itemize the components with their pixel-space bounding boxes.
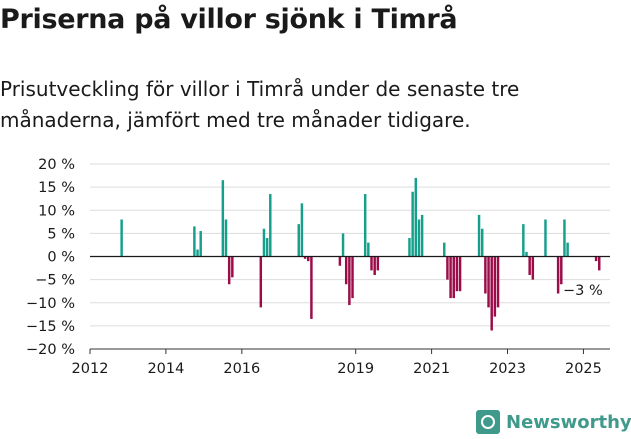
bar-positive — [196, 249, 199, 257]
bar-positive — [563, 219, 566, 257]
bar-positive — [522, 224, 525, 257]
bar-positive — [199, 231, 202, 257]
bar-negative — [490, 256, 493, 331]
bar-negative — [338, 256, 342, 266]
bar-positive — [224, 219, 228, 257]
bar-positive — [221, 180, 225, 257]
bar-positive — [363, 194, 367, 257]
bar-positive — [480, 228, 484, 257]
newsworthy-logo-icon — [476, 410, 500, 434]
bar-positive — [525, 251, 528, 257]
bar-positive — [411, 191, 414, 257]
bar-positive — [477, 214, 481, 257]
bar-negative — [594, 256, 598, 262]
bar-negative — [452, 256, 455, 299]
bar-negative — [493, 256, 497, 317]
bar-negative — [487, 256, 490, 308]
bar-negative — [560, 256, 563, 285]
bar-negative — [259, 256, 263, 308]
y-tick-label: 0 % — [47, 250, 75, 266]
bar-negative — [231, 256, 234, 278]
bar-positive — [367, 242, 370, 257]
x-tick-label: 2021 — [413, 361, 450, 377]
bar-positive — [544, 219, 547, 257]
x-tick-label: 2023 — [489, 361, 526, 377]
bar-negative — [446, 256, 449, 280]
x-axis-ticks: 2012 2014 2016 2019 2021 2023 2025 — [72, 349, 602, 377]
bar-positive — [262, 228, 266, 257]
latest-value-label: −3 % — [563, 283, 603, 299]
bar-positive — [193, 226, 196, 257]
bar-negative — [310, 256, 313, 319]
bar-chart: −20 % −15 % −10 % −5 % 0 % 5 % 10 % 15 % 20 % 20… — [26, 157, 610, 377]
bar-negative — [528, 256, 531, 275]
x-tick-label: 2014 — [147, 361, 184, 377]
bar-positive — [300, 203, 304, 257]
y-tick-label: −10 % — [26, 296, 75, 312]
x-tick-label: 2012 — [72, 361, 109, 377]
y-tick-label: 10 % — [38, 203, 75, 219]
bar-negative — [303, 256, 307, 259]
bar-negative — [556, 256, 560, 294]
bar-positive — [297, 224, 300, 257]
bar-positive — [341, 233, 345, 257]
y-tick-label: −5 % — [35, 273, 75, 289]
bars — [120, 177, 601, 331]
axes — [90, 255, 610, 350]
bar-positive — [269, 194, 272, 257]
y-tick-label: 5 % — [47, 226, 75, 242]
bar-negative — [376, 256, 380, 271]
bar-negative — [351, 256, 354, 299]
bar-negative — [531, 256, 535, 280]
bar-negative — [598, 256, 601, 271]
bar-negative — [373, 256, 376, 275]
bar-negative — [458, 256, 462, 292]
bar-negative — [496, 256, 500, 308]
bar-negative — [455, 256, 459, 292]
y-tick-label: 15 % — [38, 180, 75, 196]
bar-negative — [449, 256, 452, 299]
bar-negative — [370, 256, 373, 271]
brand-logo: Newsworthy — [476, 408, 631, 436]
chart-title: Priserna på villor sjönk i Timrå — [0, 4, 458, 35]
x-tick-label: 2016 — [223, 361, 260, 377]
x-tick-label: 2025 — [565, 361, 602, 377]
bar-negative — [348, 256, 351, 306]
bar-positive — [265, 238, 269, 257]
bar-positive — [417, 219, 421, 257]
bar-positive — [420, 214, 424, 257]
y-tick-label: −20 % — [26, 342, 75, 358]
bar-negative — [307, 256, 310, 262]
bar-negative — [484, 256, 487, 294]
bar-positive — [414, 177, 418, 257]
bar-positive — [408, 238, 411, 257]
bar-positive — [566, 242, 569, 257]
y-tick-label: 20 % — [38, 157, 75, 173]
bar-positive — [120, 219, 123, 257]
bar-positive — [443, 242, 446, 257]
brand-name: Newsworthy — [506, 411, 631, 433]
x-tick-label: 2019 — [337, 361, 374, 377]
y-axis-ticks: −20 % −15 % −10 % −5 % 0 % 5 % 10 % 15 % 20 % — [26, 157, 75, 358]
bar-negative — [344, 256, 348, 285]
bar-negative — [227, 256, 231, 285]
chart-subtitle: Prisutveckling för villor i Timrå under … — [0, 77, 520, 132]
y-tick-label: −15 % — [26, 319, 75, 335]
